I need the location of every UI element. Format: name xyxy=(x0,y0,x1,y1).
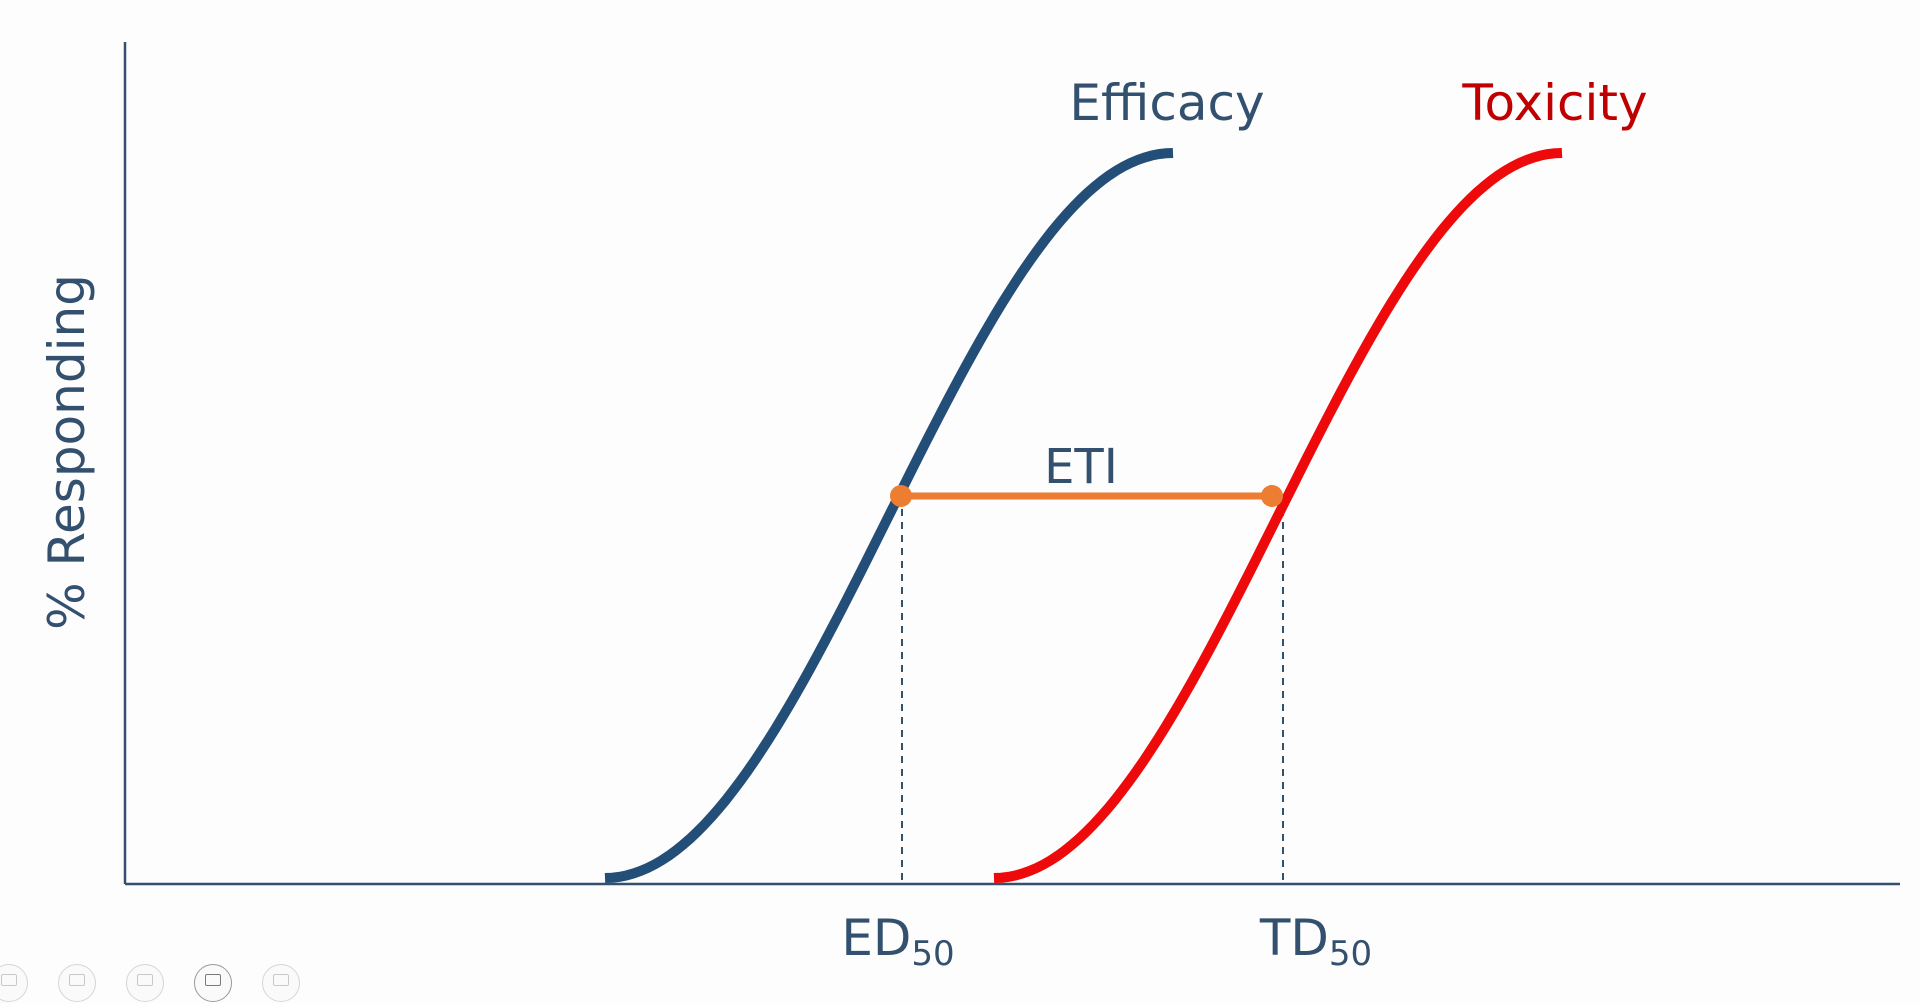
ed50-main: ED xyxy=(841,909,911,967)
y-axis-label: % Responding xyxy=(38,274,96,630)
ed50-subscript: 50 xyxy=(911,934,954,974)
toxicity-curve xyxy=(993,148,1563,883)
td50-main: TD xyxy=(1259,909,1329,967)
more-icon[interactable] xyxy=(262,964,300,1002)
pen-icon[interactable] xyxy=(58,964,96,1002)
td50-tick-label: TD50 xyxy=(1259,909,1372,974)
eti-start-marker xyxy=(890,485,912,507)
camera-icon[interactable] xyxy=(194,964,232,1002)
arrow-icon[interactable] xyxy=(0,964,28,1002)
efficacy-label: Efficacy xyxy=(1069,74,1264,132)
subtitle-icon[interactable] xyxy=(126,964,164,1002)
presenter-toolbar xyxy=(0,964,300,1004)
toxicity-label: Toxicity xyxy=(1461,74,1647,132)
eti-end-marker xyxy=(1261,485,1283,507)
efficacy-curve xyxy=(604,148,1174,883)
eti-label: ETI xyxy=(1044,439,1118,495)
td50-subscript: 50 xyxy=(1329,934,1372,974)
ed50-tick-label: ED50 xyxy=(841,909,954,974)
